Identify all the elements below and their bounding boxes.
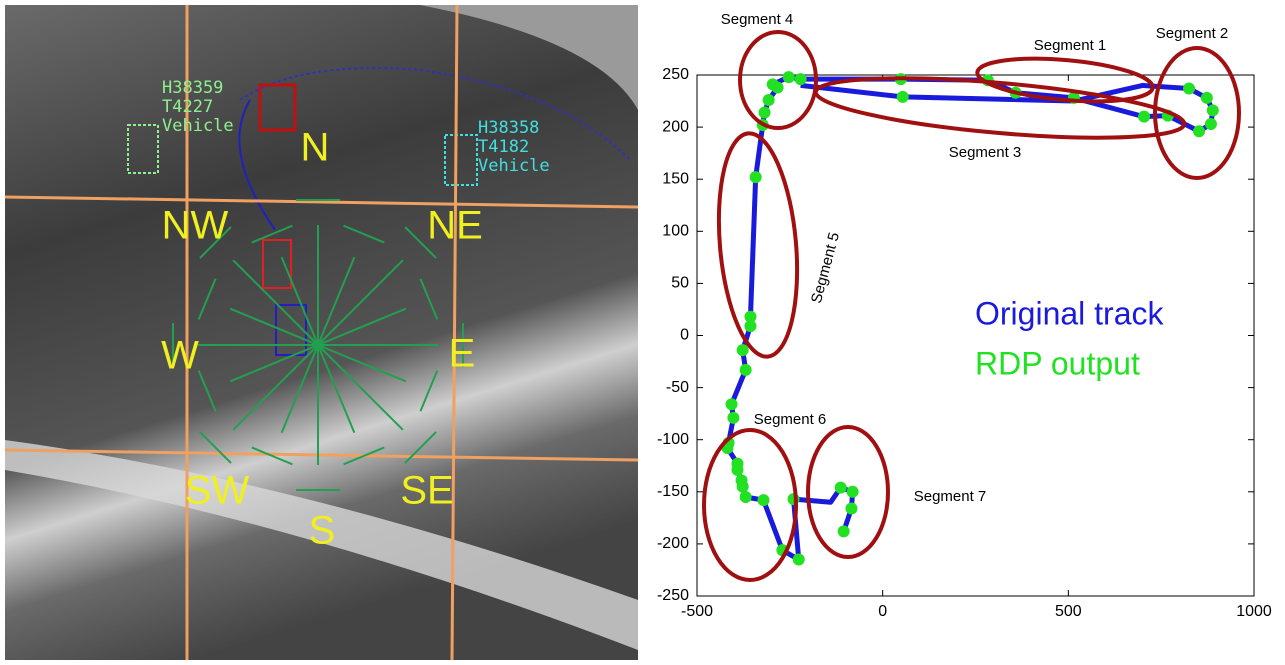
direction-label: S	[309, 509, 336, 553]
track-label: H38359	[162, 78, 223, 98]
y-tick-label: 100	[662, 223, 689, 240]
direction-label: NW	[162, 204, 229, 248]
segment-label: Segment 3	[949, 144, 1022, 161]
rdp-point	[897, 91, 909, 103]
rdp-point	[740, 491, 752, 503]
y-tick-label: -200	[657, 535, 689, 552]
rdp-point	[838, 525, 850, 537]
rdp-point	[1205, 118, 1217, 130]
rdp-point	[1193, 125, 1205, 137]
direction-label: SW	[185, 469, 250, 513]
y-tick-label: 200	[662, 118, 689, 135]
x-tick-label: 500	[1055, 603, 1082, 620]
direction-label: N	[301, 126, 330, 170]
y-tick-label: -150	[657, 483, 689, 500]
y-tick-label: -50	[666, 379, 689, 396]
segment-label: Segment 7	[914, 488, 987, 505]
rdp-point	[744, 311, 756, 323]
track-label: H38358	[478, 118, 539, 138]
rdp-point	[763, 94, 775, 106]
x-tick-label: 0	[878, 603, 887, 620]
direction-label: W	[161, 334, 199, 378]
rdp-point	[757, 494, 769, 506]
y-tick-label: 250	[662, 66, 689, 83]
y-tick-label: 150	[662, 170, 689, 187]
rdp-point	[736, 474, 748, 486]
x-tick-label: -500	[681, 603, 713, 620]
rdp-point	[759, 107, 771, 119]
rdp-point	[795, 73, 807, 85]
y-tick-label: -100	[657, 431, 689, 448]
rdp-point	[1207, 104, 1219, 116]
rdp-point	[726, 398, 738, 410]
x-tick-label: 1000	[1236, 603, 1272, 620]
rdp-point	[847, 486, 859, 498]
figure: NNEESESSWWNWH38359T4227VehicleH38358T418…	[0, 0, 1285, 660]
rdp-point	[750, 171, 762, 183]
direction-label: NE	[427, 204, 483, 248]
track-label: Vehicle	[162, 116, 234, 136]
track-label: T4227	[162, 97, 213, 117]
track-label: T4182	[478, 137, 529, 157]
direction-label: SE	[400, 469, 453, 513]
y-tick-label: -250	[657, 587, 689, 604]
segment-label: Segment 1	[1034, 37, 1107, 54]
rdp-point	[793, 554, 805, 566]
rdp-point	[731, 458, 743, 470]
legend-entry: Original track	[975, 295, 1165, 331]
direction-label: E	[449, 332, 476, 376]
rdp-point	[835, 482, 847, 494]
rdp-point	[767, 78, 779, 90]
y-tick-label: 50	[671, 275, 689, 292]
segment-label: Segment 2	[1156, 25, 1229, 42]
rdp-point	[1201, 92, 1213, 104]
y-tick-label: 0	[680, 327, 689, 344]
rdp-point	[740, 364, 752, 376]
rdp-point	[1138, 111, 1150, 123]
legend-entry: RDP output	[975, 345, 1140, 381]
segment-label: Segment 6	[754, 411, 827, 428]
rdp-point	[727, 412, 739, 424]
rdp-point	[1183, 83, 1195, 95]
segment-label: Segment 4	[721, 11, 794, 28]
rdp-point	[845, 502, 857, 514]
track-label: Vehicle	[478, 156, 550, 176]
rdp-point	[783, 71, 795, 83]
